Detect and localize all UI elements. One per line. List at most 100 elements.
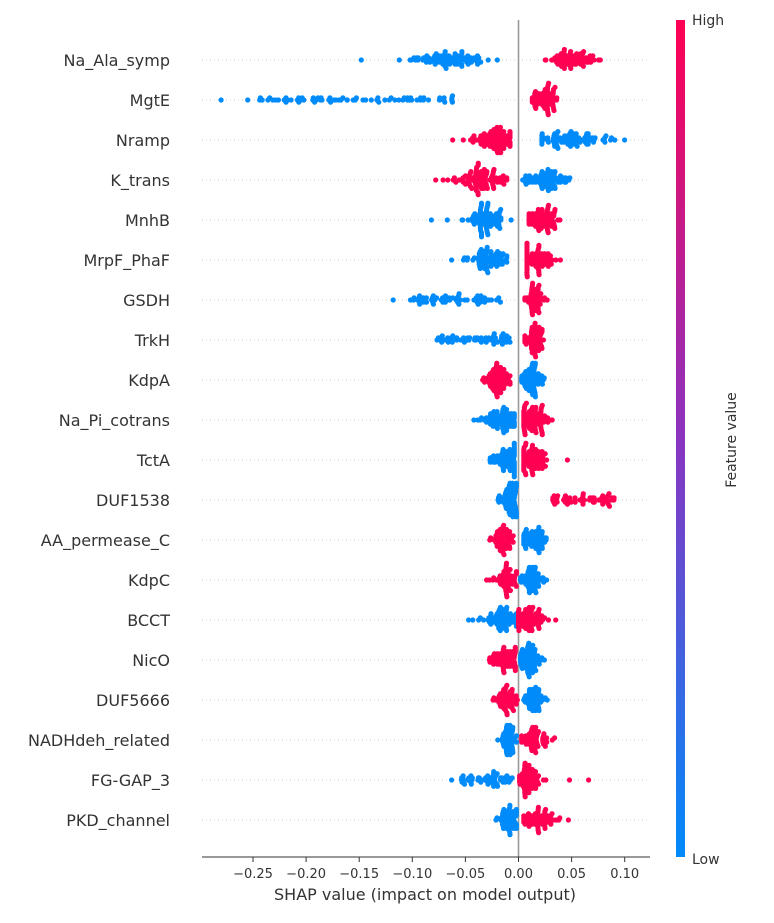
data-points bbox=[218, 46, 628, 838]
data-point bbox=[513, 739, 520, 745]
feature-label: NADHdeh_related bbox=[28, 731, 170, 751]
data-point bbox=[536, 550, 542, 556]
feature-label: Nramp bbox=[116, 131, 170, 150]
data-point bbox=[513, 583, 520, 589]
data-point bbox=[536, 661, 542, 667]
data-point bbox=[530, 604, 536, 611]
data-point bbox=[421, 95, 427, 101]
x-ticks: −0.25 −0.20 −0.15 −0.10 −0.05 0.00 0.05 0.10 bbox=[233, 857, 639, 882]
data-point bbox=[536, 830, 542, 836]
data-point bbox=[538, 225, 544, 231]
data-point bbox=[507, 373, 513, 379]
data-point bbox=[536, 242, 542, 248]
data-point bbox=[533, 590, 539, 596]
data-point bbox=[573, 131, 579, 137]
data-point bbox=[484, 185, 490, 191]
data-point bbox=[358, 57, 364, 63]
data-point bbox=[327, 95, 333, 101]
data-point bbox=[375, 95, 381, 101]
data-point bbox=[551, 107, 557, 114]
data-point bbox=[566, 777, 573, 783]
data-point bbox=[606, 503, 613, 509]
data-point bbox=[602, 139, 608, 145]
feature-label: MgtE bbox=[130, 91, 170, 110]
data-point bbox=[484, 169, 490, 175]
data-point bbox=[498, 215, 504, 221]
data-point bbox=[512, 644, 518, 651]
x-tick-label: 0.00 bbox=[504, 867, 533, 882]
data-point bbox=[471, 255, 477, 261]
data-point bbox=[555, 493, 561, 499]
data-point bbox=[530, 472, 536, 478]
data-point bbox=[552, 206, 558, 213]
data-point bbox=[301, 97, 307, 103]
data-point bbox=[541, 657, 548, 663]
data-point bbox=[488, 611, 494, 617]
x-tick-label: −0.10 bbox=[392, 867, 432, 882]
data-point bbox=[449, 257, 455, 263]
data-point bbox=[504, 175, 510, 181]
feature-label: KdpC bbox=[128, 571, 170, 590]
data-point bbox=[494, 783, 501, 789]
data-point bbox=[485, 200, 491, 206]
data-point bbox=[461, 781, 468, 787]
data-point bbox=[476, 55, 482, 61]
data-point bbox=[494, 771, 500, 777]
data-point bbox=[501, 522, 507, 528]
data-point bbox=[494, 394, 500, 400]
data-point bbox=[541, 375, 547, 381]
data-point bbox=[544, 577, 550, 583]
data-point bbox=[522, 794, 528, 800]
data-point bbox=[574, 143, 580, 149]
data-point bbox=[532, 769, 539, 775]
colorbar-title: Feature value bbox=[724, 392, 740, 488]
data-point bbox=[390, 297, 396, 303]
data-point bbox=[522, 760, 528, 766]
data-point bbox=[469, 185, 475, 191]
data-point bbox=[382, 97, 388, 103]
data-point bbox=[591, 495, 597, 501]
data-point bbox=[494, 425, 500, 431]
data-point bbox=[552, 735, 558, 741]
data-point bbox=[553, 617, 559, 623]
data-point bbox=[442, 99, 448, 105]
data-point bbox=[564, 457, 571, 463]
data-point bbox=[533, 404, 539, 410]
data-point bbox=[536, 583, 542, 589]
data-point bbox=[580, 63, 587, 69]
data-point bbox=[545, 230, 551, 236]
data-point bbox=[538, 693, 544, 699]
data-point bbox=[439, 333, 445, 339]
data-point bbox=[545, 112, 551, 118]
data-point bbox=[461, 335, 467, 341]
data-point bbox=[507, 802, 513, 808]
data-point bbox=[464, 297, 470, 303]
data-point bbox=[491, 185, 497, 191]
data-point bbox=[507, 381, 513, 387]
data-point bbox=[600, 501, 606, 507]
data-point bbox=[573, 61, 579, 67]
data-point bbox=[533, 785, 539, 792]
data-point bbox=[606, 491, 612, 497]
data-point bbox=[507, 587, 513, 594]
feature-label: FG-GAP_3 bbox=[91, 771, 170, 791]
data-point bbox=[568, 499, 574, 505]
data-point bbox=[481, 617, 487, 623]
feature-label: PKD_channel bbox=[66, 811, 170, 831]
data-point bbox=[535, 571, 541, 577]
data-point bbox=[557, 257, 564, 263]
data-point bbox=[494, 409, 500, 415]
data-point bbox=[524, 274, 530, 280]
data-point bbox=[485, 232, 491, 238]
data-point bbox=[567, 175, 573, 181]
data-point bbox=[501, 145, 507, 151]
data-point bbox=[543, 57, 549, 63]
data-point bbox=[562, 493, 569, 499]
feature-label: TctA bbox=[136, 451, 170, 470]
data-point bbox=[218, 97, 224, 103]
data-point bbox=[622, 137, 628, 143]
data-point bbox=[259, 97, 265, 103]
data-point bbox=[523, 526, 529, 533]
data-point bbox=[539, 206, 545, 213]
